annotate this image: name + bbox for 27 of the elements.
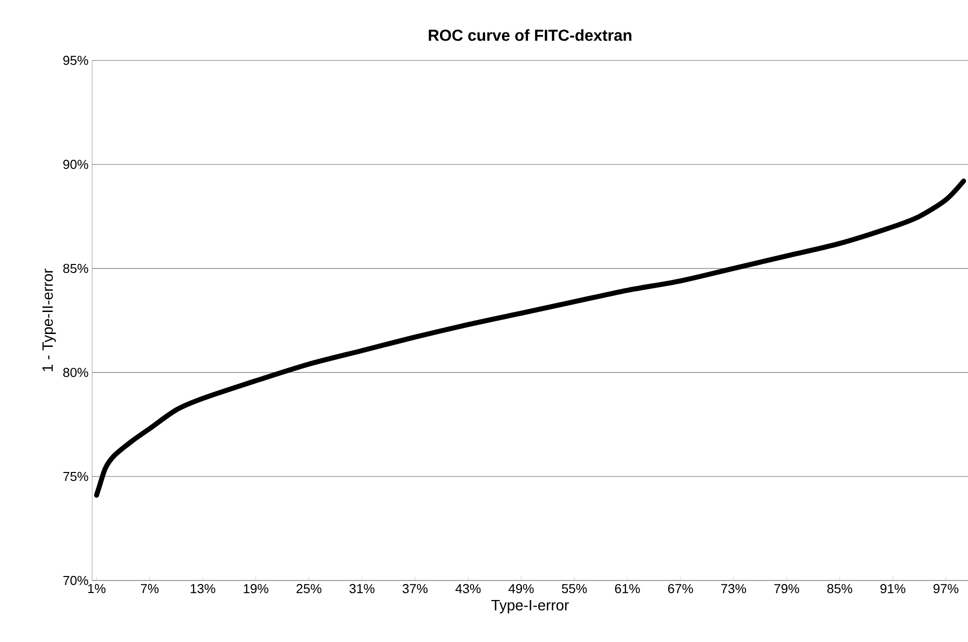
x-tick-label: 49% xyxy=(508,584,534,594)
x-tick-label: 37% xyxy=(402,584,428,594)
y-tick-label: 90% xyxy=(63,160,88,169)
x-tick-label: 25% xyxy=(296,584,322,594)
x-tick-label: 85% xyxy=(827,584,852,594)
chart-title: ROC curve of FITC-dextran xyxy=(428,29,632,41)
x-tick-label: 7% xyxy=(140,584,159,594)
y-tick-label: 85% xyxy=(63,264,88,274)
line-series xyxy=(94,178,966,498)
x-tick-label: 97% xyxy=(934,584,958,594)
y-tick-label: 75% xyxy=(63,472,88,482)
y-tick-label: 80% xyxy=(63,368,88,378)
x-axis-title: Type-I-error xyxy=(491,600,569,614)
x-tick-label: 13% xyxy=(190,584,216,594)
x-tick-label: 31% xyxy=(350,584,374,594)
x-tick-label: 55% xyxy=(562,584,587,594)
x-tick-label: 43% xyxy=(455,584,481,594)
x-tick-label: 19% xyxy=(244,584,268,594)
x-tick-label: 1% xyxy=(88,584,106,594)
y-tick-label: 70% xyxy=(63,576,88,586)
x-tick-label: 73% xyxy=(721,584,746,594)
y-tick-label: 95% xyxy=(63,56,88,65)
x-tick-label: 79% xyxy=(774,584,800,594)
y-axis-title: 1 - Type-II-error xyxy=(42,268,56,372)
x-tick-label: 61% xyxy=(615,584,640,594)
x-tick-label: 67% xyxy=(668,584,693,594)
x-tick-label: 91% xyxy=(880,584,906,594)
